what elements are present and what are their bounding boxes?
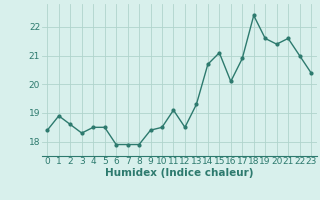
- X-axis label: Humidex (Indice chaleur): Humidex (Indice chaleur): [105, 168, 253, 178]
